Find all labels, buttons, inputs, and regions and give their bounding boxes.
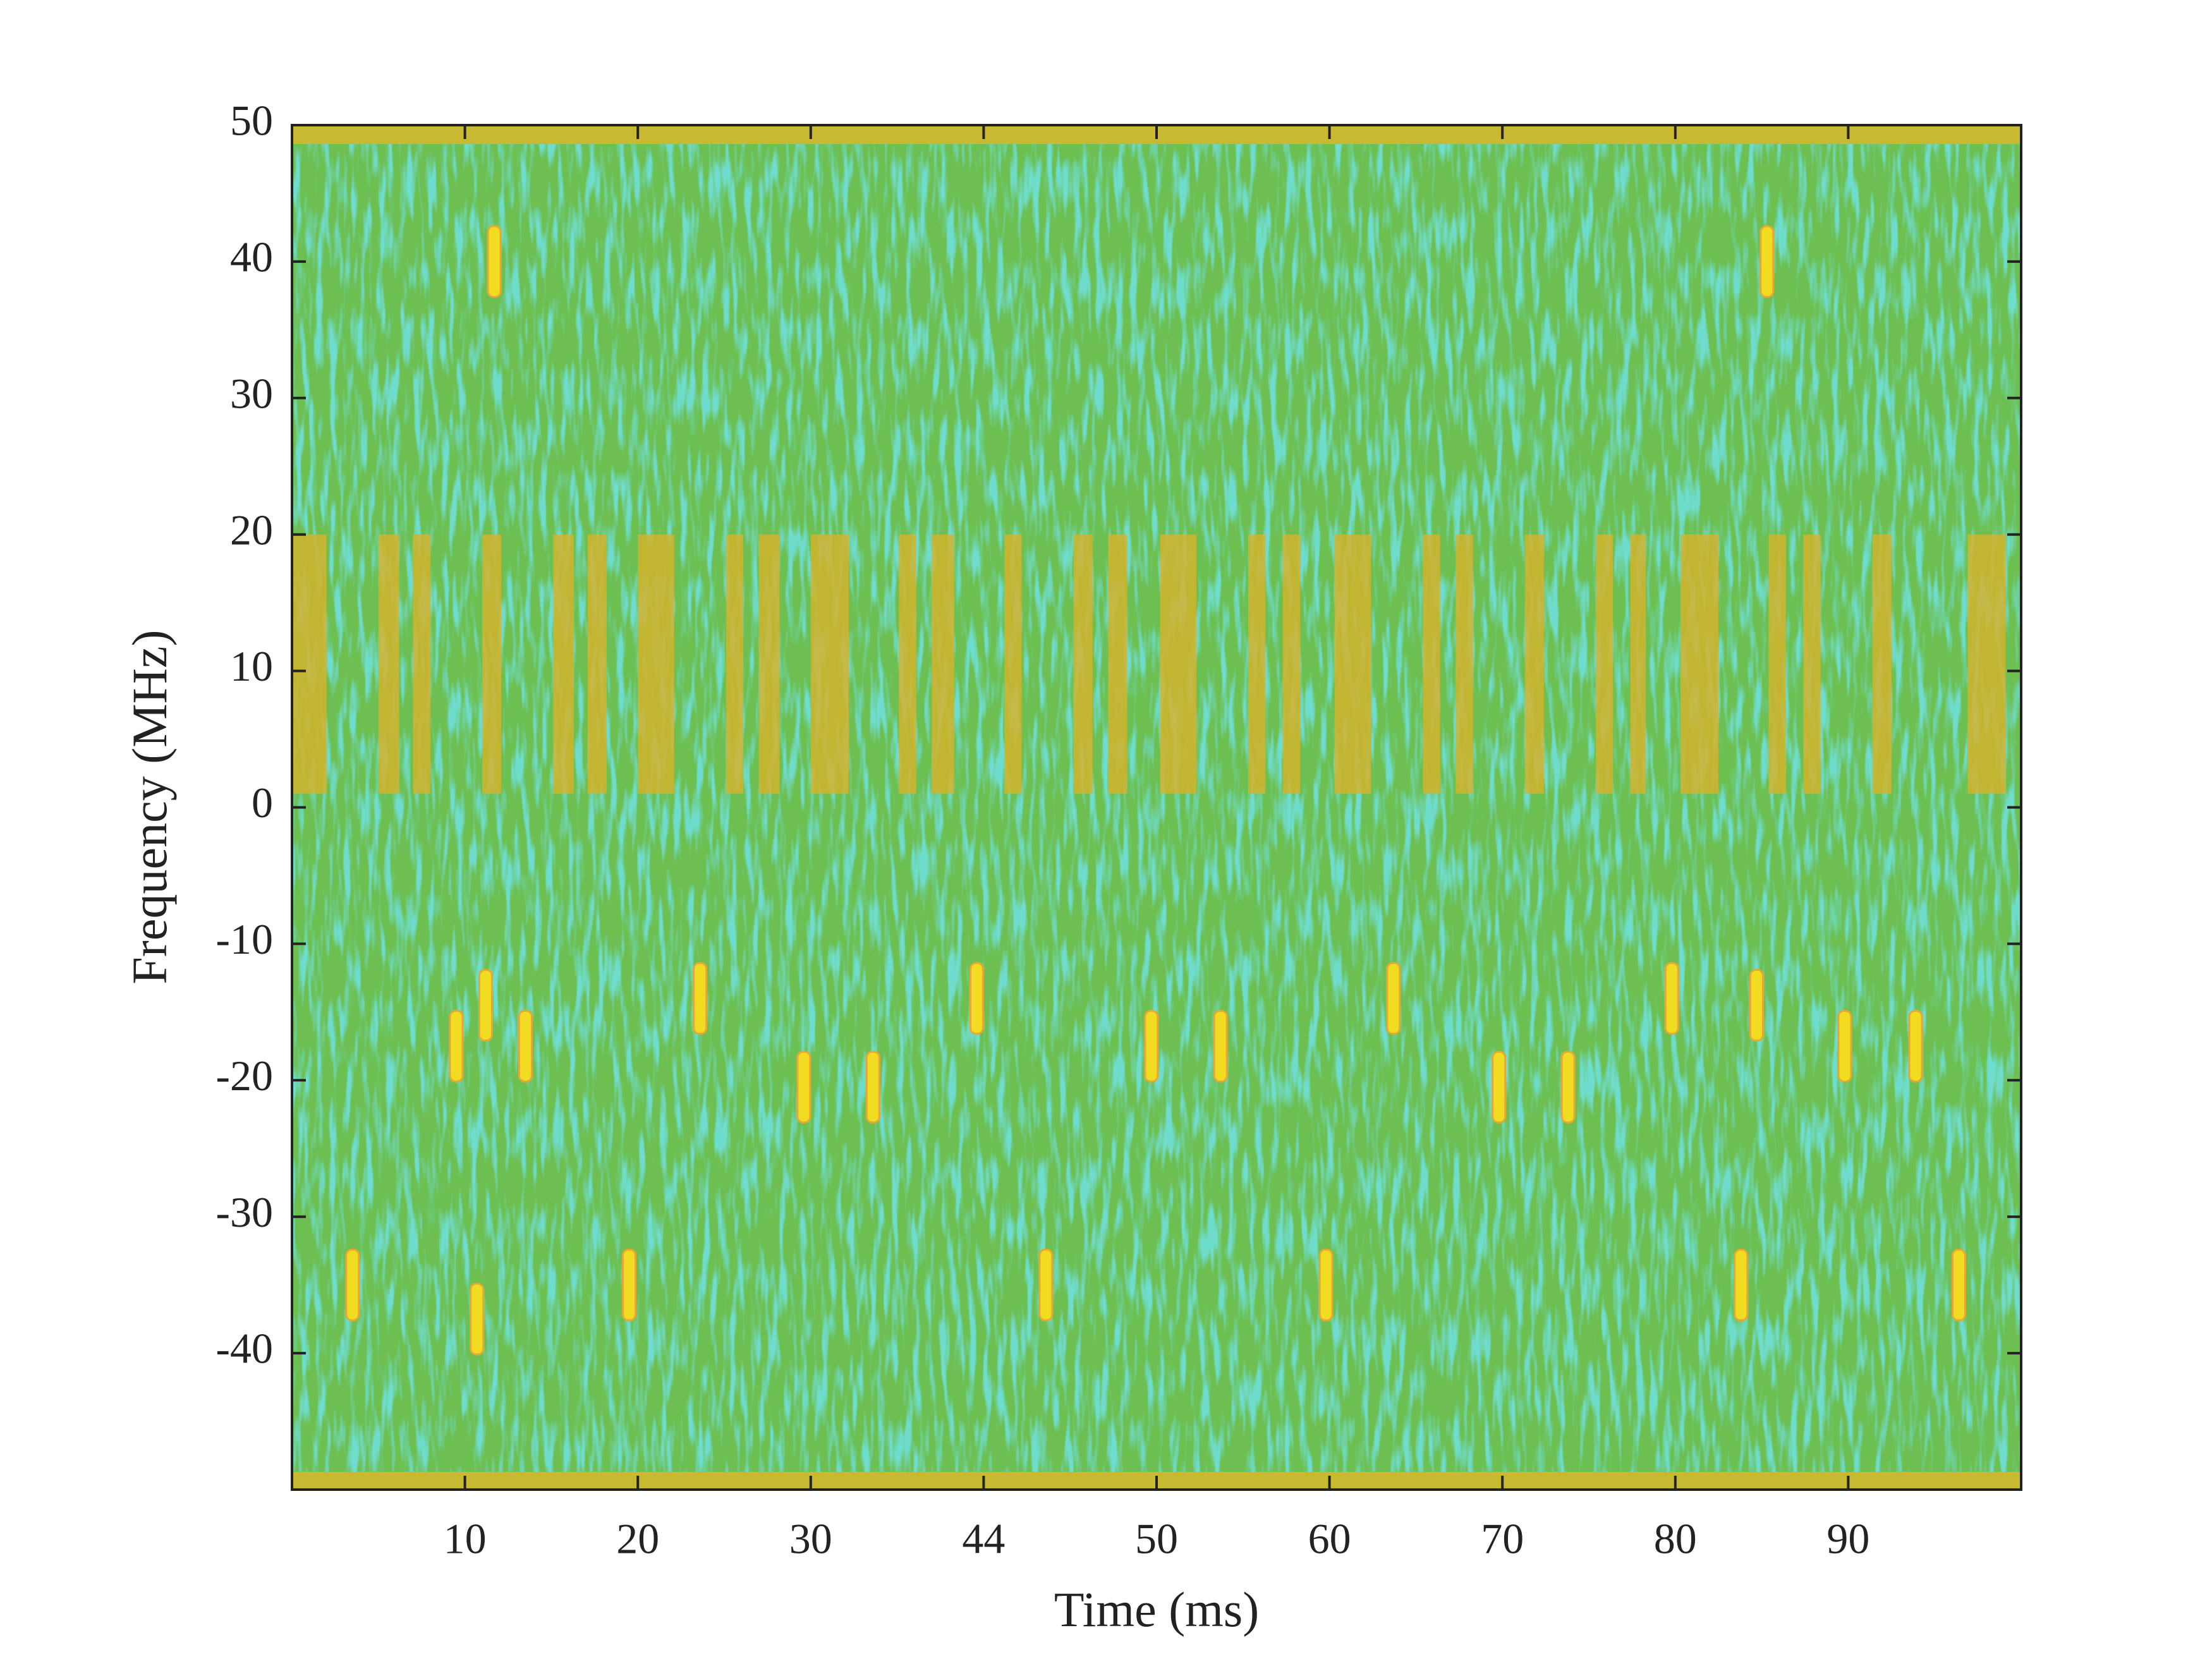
- y-tick-label: -40: [216, 1325, 273, 1373]
- pulse: [1038, 1248, 1054, 1322]
- y-tick-label: -10: [216, 915, 273, 963]
- burst: [1872, 534, 1892, 794]
- x-tick-label: 50: [1135, 1515, 1178, 1563]
- burst: [1073, 534, 1093, 794]
- x-tick-label: 70: [1481, 1515, 1524, 1563]
- pulse: [470, 1282, 485, 1356]
- burst: [1630, 534, 1646, 794]
- burst: [482, 534, 502, 794]
- pulse: [1759, 225, 1775, 298]
- pulse: [1144, 1009, 1159, 1083]
- pulse: [518, 1009, 533, 1083]
- x-tick-label: 10: [444, 1515, 487, 1563]
- y-tick-label: 30: [230, 369, 273, 417]
- burst: [726, 534, 744, 794]
- burst: [292, 534, 327, 794]
- pulse: [1386, 962, 1401, 1035]
- burst: [899, 534, 916, 794]
- y-tick-label: 50: [230, 97, 273, 145]
- y-tick-label: 0: [252, 779, 273, 827]
- burst: [1423, 534, 1440, 794]
- pulse: [1837, 1009, 1852, 1083]
- pulse: [345, 1248, 360, 1322]
- x-axis-label: Time (ms): [1054, 1582, 1259, 1637]
- pulse: [969, 962, 984, 1035]
- burst: [1108, 534, 1127, 794]
- x-tick-label: 60: [1308, 1515, 1351, 1563]
- burst: [1160, 534, 1196, 794]
- y-axis-label: Frequency (MHz): [122, 630, 177, 985]
- pulse: [1908, 1009, 1923, 1083]
- burst: [1524, 534, 1544, 794]
- burst: [758, 534, 780, 794]
- burst: [1004, 534, 1022, 794]
- pulse: [1952, 1248, 1967, 1322]
- burst: [1595, 534, 1613, 794]
- y-tick-label: -30: [216, 1188, 273, 1236]
- pulse: [449, 1009, 464, 1083]
- pulse: [1213, 1009, 1228, 1083]
- noise-texture: [292, 125, 2021, 1490]
- burst: [1803, 534, 1821, 794]
- pulse: [1664, 962, 1679, 1035]
- y-tick-label: -20: [216, 1052, 273, 1100]
- burst: [413, 534, 430, 794]
- pulse: [796, 1050, 811, 1124]
- burst: [932, 534, 954, 794]
- burst: [1248, 534, 1266, 794]
- pulse: [622, 1248, 637, 1322]
- x-tick-label: 80: [1654, 1515, 1697, 1563]
- burst: [810, 534, 849, 794]
- pulse: [1318, 1248, 1334, 1322]
- burst: [1282, 534, 1301, 794]
- burst: [638, 534, 674, 794]
- burst: [1680, 534, 1719, 794]
- pulse: [487, 225, 502, 298]
- burst: [587, 534, 607, 794]
- pulse: [693, 962, 708, 1035]
- x-tick-label: 20: [616, 1515, 659, 1563]
- y-tick-label: 10: [230, 642, 273, 690]
- burst: [1455, 534, 1473, 794]
- x-tick-label: 30: [789, 1515, 832, 1563]
- y-tick-label: 20: [230, 506, 273, 554]
- pulse: [1734, 1248, 1749, 1322]
- x-tick-label: 90: [1826, 1515, 1869, 1563]
- burst: [1334, 534, 1371, 794]
- pulse: [865, 1050, 880, 1124]
- y-tick-label: 40: [230, 233, 273, 281]
- pulse: [478, 969, 493, 1042]
- burst: [378, 534, 399, 794]
- pulse: [1749, 969, 1764, 1042]
- burst: [553, 534, 574, 794]
- pulse: [1492, 1050, 1507, 1124]
- pulse: [1560, 1050, 1576, 1124]
- burst: [1967, 534, 2006, 794]
- burst: [1768, 534, 1786, 794]
- x-tick-label: 44: [962, 1515, 1005, 1563]
- plot-area: [292, 125, 2021, 1490]
